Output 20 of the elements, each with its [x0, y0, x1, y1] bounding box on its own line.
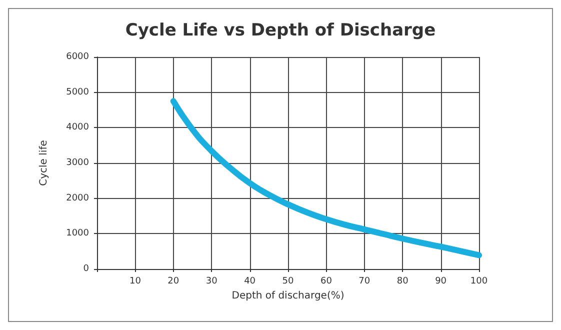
x-tick-label: 80	[396, 276, 409, 286]
y-tick-label: 0	[83, 264, 90, 274]
x-tick-label: 90	[435, 276, 447, 286]
y-tick-label: 1000	[66, 228, 90, 239]
x-tick-label: 50	[282, 276, 294, 286]
y-tick-label: 5000	[66, 87, 90, 98]
x-tick-label: 60	[320, 276, 332, 286]
y-tick-label: 2000	[66, 193, 90, 204]
y-tick-label: 6000	[66, 52, 90, 62]
x-tick-label: 70	[358, 276, 370, 286]
y-tick-label: 4000	[66, 122, 90, 133]
x-tick-label: 10	[129, 276, 142, 286]
x-axis-title: Depth of discharge(%)	[232, 290, 344, 302]
x-tick-label: 40	[244, 276, 256, 286]
x-tick-label: 30	[206, 276, 218, 286]
x-tick-label: 100	[470, 276, 488, 286]
x-tick-label: 20	[168, 276, 180, 286]
chart-title: Cycle Life vs Depth of Discharge	[125, 20, 436, 40]
y-tick-label: 3000	[66, 158, 90, 168]
y-axis-title: Cycle life	[38, 140, 50, 186]
